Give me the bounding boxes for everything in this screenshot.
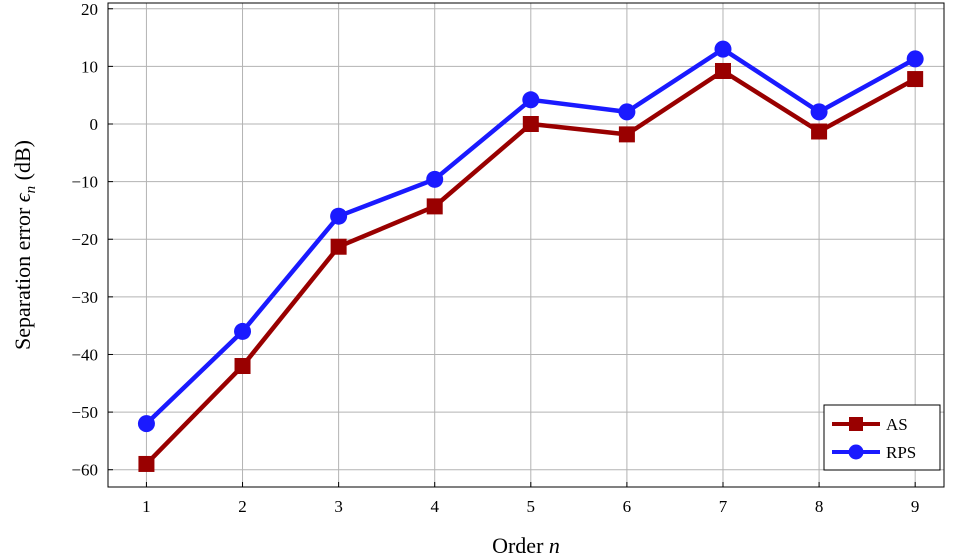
data-point-as xyxy=(907,71,924,88)
x-tick-label: 3 xyxy=(334,497,343,516)
series-layer xyxy=(137,40,924,472)
x-tick-label: 9 xyxy=(911,497,920,516)
data-point-rps xyxy=(234,322,252,340)
data-point-rps xyxy=(906,50,924,68)
data-point-rps xyxy=(426,170,444,188)
data-point-rps xyxy=(330,207,348,225)
y-tick-label: 20 xyxy=(81,0,98,19)
data-point-as xyxy=(138,455,155,472)
y-tick-label: 10 xyxy=(81,57,98,76)
x-tick-label: 8 xyxy=(815,497,824,516)
legend: AS RPS xyxy=(823,404,941,471)
legend-label-as: AS xyxy=(886,415,908,434)
data-point-as xyxy=(618,126,635,143)
data-point-rps xyxy=(137,415,155,433)
y-tick-label: −30 xyxy=(71,288,98,307)
x-tick-label: 7 xyxy=(719,497,728,516)
y-tick-label: −10 xyxy=(71,173,98,192)
series-rps xyxy=(137,40,924,433)
data-point-rps xyxy=(522,91,540,109)
x-tick-label: 4 xyxy=(430,497,439,516)
plot-frame xyxy=(107,2,945,488)
legend-entry-as: AS xyxy=(832,415,908,434)
legend-marker-as xyxy=(849,417,863,431)
ticks: 1 2 3 4 5 6 7 8 9 20 10 0 −10 −20 −30 −40 −50 −60 xyxy=(71,0,919,516)
data-point-rps xyxy=(618,103,636,121)
y-tick-label: 0 xyxy=(90,115,99,134)
x-axis-label: Order n xyxy=(492,533,560,558)
data-point-rps xyxy=(714,40,732,58)
legend-marker-rps xyxy=(848,444,864,460)
y-tick-label: −50 xyxy=(71,403,98,422)
data-point-as xyxy=(330,238,347,255)
data-point-as xyxy=(426,198,443,215)
grid xyxy=(108,3,944,487)
legend-entry-rps: RPS xyxy=(832,443,916,462)
y-tick-label: −20 xyxy=(71,230,98,249)
legend-box xyxy=(823,404,941,471)
data-point-as xyxy=(522,116,539,132)
data-point-rps xyxy=(810,103,828,121)
data-point-as xyxy=(234,358,251,374)
y-tick-label: −40 xyxy=(71,345,98,364)
x-tick-label: 6 xyxy=(623,497,632,516)
series-as xyxy=(138,62,924,472)
x-tick-label: 1 xyxy=(142,497,151,516)
x-tick-label: 2 xyxy=(238,497,247,516)
x-tick-label: 5 xyxy=(527,497,536,516)
data-point-as xyxy=(811,123,828,140)
y-axis-label: Separation error ϵn (dB) xyxy=(10,140,39,350)
legend-label-rps: RPS xyxy=(886,443,916,462)
data-point-as xyxy=(714,62,731,79)
y-tick-label: −60 xyxy=(71,461,98,480)
